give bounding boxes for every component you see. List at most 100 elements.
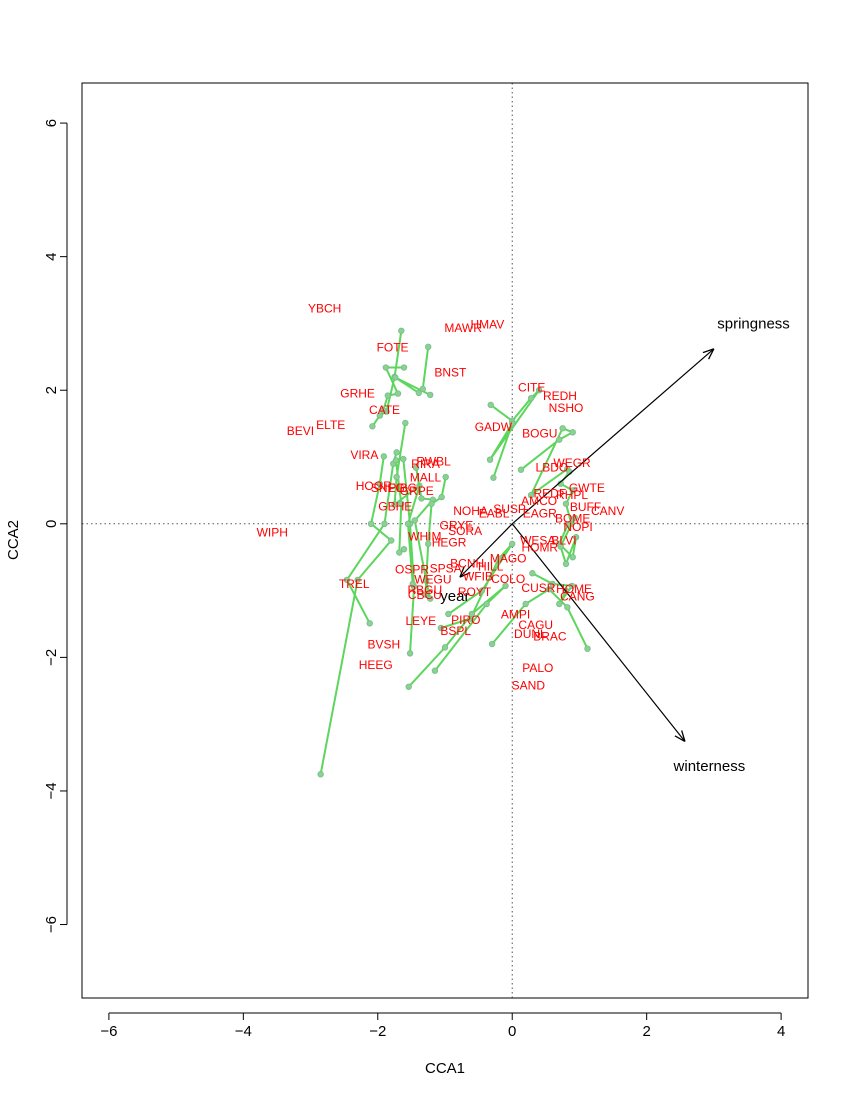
y-tick-label: −4	[43, 782, 60, 799]
trajectory-point	[376, 412, 383, 419]
trajectory-point	[400, 545, 408, 553]
trajectory-point	[569, 553, 576, 561]
trajectory-point	[442, 473, 449, 481]
y-tick-label: −6	[43, 916, 60, 933]
species-label-bome: BOME	[555, 511, 590, 525]
trajectory-point	[412, 464, 420, 471]
trajectory-line	[393, 422, 422, 584]
species-label-wiph: WIPH	[257, 525, 288, 539]
trajectory-point	[517, 466, 525, 473]
trajectory-point	[569, 429, 576, 436]
species-label-redf: REDF	[534, 487, 567, 501]
trajectory-point	[382, 364, 390, 371]
trajectory-point	[545, 586, 553, 593]
trajectory-point	[478, 587, 486, 594]
trajectory-lines	[317, 327, 591, 778]
trajectory-point	[400, 455, 407, 463]
trajectory-point	[404, 520, 412, 528]
species-label-blvi: BLVI	[551, 533, 576, 547]
trajectory-point	[559, 425, 566, 432]
species-label-elte: ELTE	[316, 418, 345, 432]
trajectory-point	[393, 473, 400, 481]
species-label-colo: COLO	[491, 572, 525, 586]
trajectory-point	[419, 385, 427, 393]
species-label-wegr: WEGR	[553, 456, 591, 470]
y-tick-label: −2	[43, 649, 60, 666]
species-label-grpe: GRPE	[400, 484, 434, 498]
trajectory-point	[431, 667, 439, 674]
trajectory-point	[483, 600, 490, 608]
trajectory-point	[564, 521, 572, 528]
trajectory-point	[468, 610, 476, 618]
species-label-mall: MALL	[410, 471, 442, 485]
species-label-bspl: BSPL	[440, 624, 471, 638]
trajectory-point	[393, 449, 400, 456]
trajectory-point	[562, 560, 570, 568]
arrow-label-winterness: winterness	[673, 758, 746, 775]
species-label-eagr: EAGR	[523, 507, 557, 521]
species-label-fote: FOTE	[377, 340, 409, 354]
trajectory-point	[381, 520, 388, 528]
arrow-year	[460, 523, 513, 577]
species-label-grye: GRYE	[440, 519, 474, 533]
species-label-trel: TREL	[339, 577, 370, 591]
arrow-label-year: year	[440, 588, 469, 605]
species-label-noha: NOHA	[453, 504, 488, 518]
trajectory-point	[441, 644, 449, 651]
arrow-winterness	[511, 523, 685, 742]
species-label-dunl: DUNL	[514, 627, 547, 641]
trajectory-point	[488, 640, 496, 648]
arrow-springness	[511, 349, 714, 525]
trajectory-point	[422, 591, 429, 598]
species-label-cagu: CAGU	[518, 618, 553, 632]
trajectory-point	[509, 420, 516, 427]
trajectory-point	[398, 327, 405, 334]
trajectory-point	[405, 683, 412, 690]
species-label-bvsh: BVSH	[367, 638, 400, 652]
y-tick-label: 2	[43, 386, 60, 394]
species-label-ampi: AMPI	[501, 607, 530, 621]
trajectory-point	[409, 580, 416, 588]
species-label-rwbl: RWBL	[416, 455, 451, 469]
x-tick-label: 4	[777, 1023, 785, 1040]
species-label-cang: CANG	[560, 589, 595, 603]
trajectory-point	[556, 600, 563, 608]
x-tick-label: −4	[235, 1023, 252, 1040]
species-label-hmav: HMAV	[470, 318, 504, 332]
trajectory-point	[379, 407, 387, 414]
trajectory-point	[527, 491, 535, 499]
species-label-ospr: OSPR	[395, 563, 429, 577]
species-label-mago: MAGO	[490, 551, 527, 565]
species-label-bogu: BOGU	[522, 426, 557, 440]
x-axis-title: CCA1	[425, 1060, 465, 1077]
species-label-homr: HOMR	[521, 541, 558, 555]
species-label-bnst: BNST	[434, 366, 467, 380]
species-label-leye: LEYE	[405, 614, 436, 628]
species-label-lbdo: LBDO	[536, 461, 569, 475]
species-label-cbcu: CBCU	[408, 588, 442, 602]
trajectory-point	[571, 514, 578, 521]
species-label-pibg: PIBG	[388, 481, 417, 495]
trajectory-point	[369, 423, 376, 430]
trajectory-point	[445, 610, 452, 618]
trajectory-point	[502, 582, 509, 590]
species-label-hegr: HEGR	[432, 535, 467, 549]
species-label-sand: SAND	[512, 678, 546, 692]
species-label-piro: PIRO	[451, 613, 480, 627]
species-label-sneg: SNEG	[371, 481, 405, 495]
species-label-nsho: NSHO	[549, 401, 584, 415]
trajectory-point	[572, 533, 580, 541]
trajectory-point	[396, 549, 403, 556]
species-label-rbgu: RBGU	[407, 583, 442, 597]
trajectory-line	[402, 458, 416, 654]
trajectory-point	[388, 537, 395, 544]
trajectory-point	[424, 540, 432, 548]
y-tick-label: 6	[43, 119, 60, 127]
trajectory-point	[569, 487, 576, 494]
trajectory-point	[522, 600, 529, 608]
trajectory-point	[549, 580, 556, 588]
trajectory-point	[527, 395, 535, 402]
trajectory-point	[438, 493, 445, 501]
trajectory-point	[509, 540, 516, 548]
